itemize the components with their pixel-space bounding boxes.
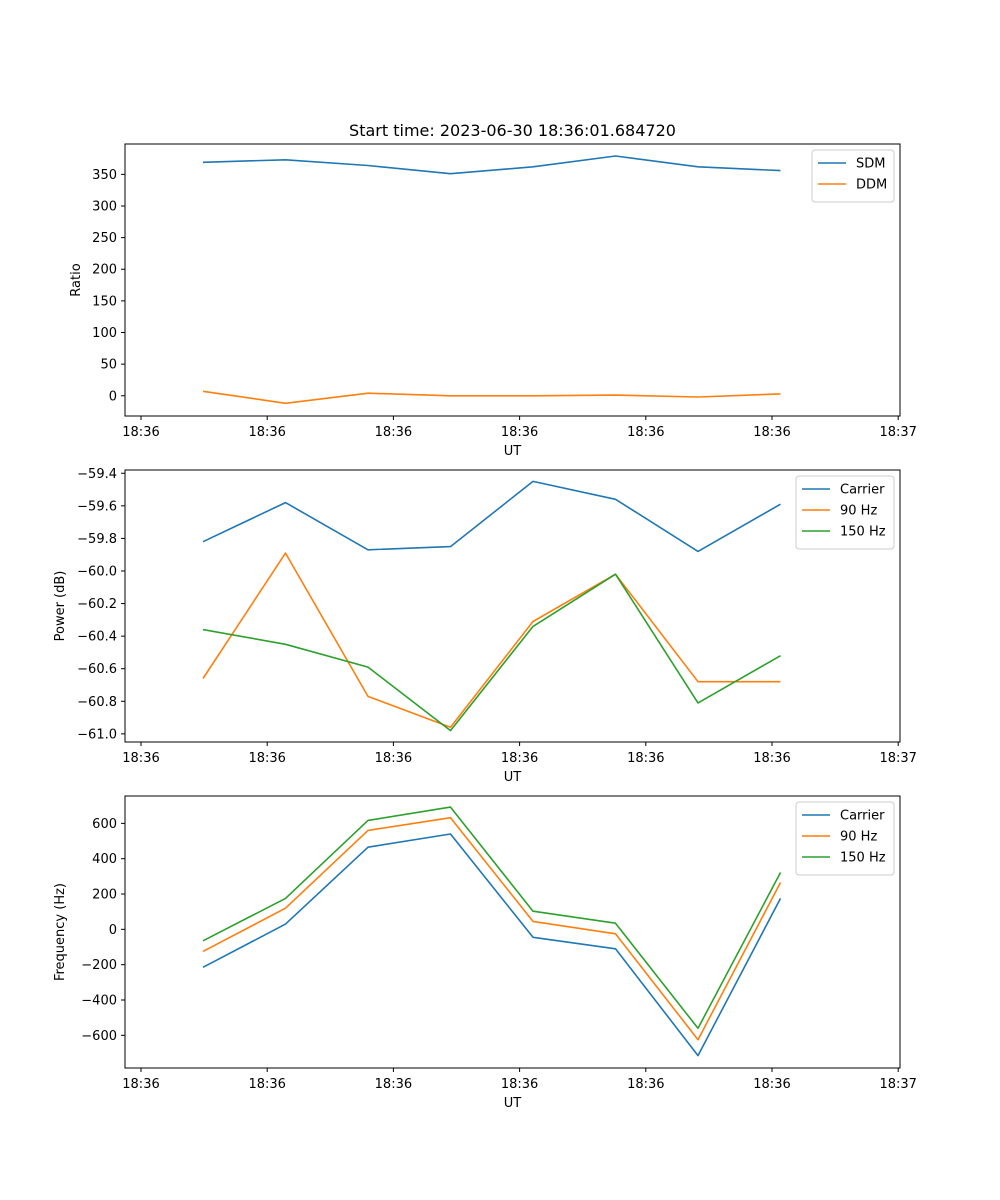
legend-label: 90 Hz xyxy=(840,504,877,519)
legend-label: Carrier xyxy=(840,483,885,498)
axes-frame xyxy=(124,469,901,743)
legend-label: DDM xyxy=(856,178,887,193)
x-tick-label: 18:36 xyxy=(627,1077,664,1092)
x-tick-label: 18:37 xyxy=(879,425,916,440)
x-tick-label: 18:37 xyxy=(879,751,916,766)
power-panel: 18:36 18:36 18:36 18:36 18:36 18:36 18:37 −61.0… xyxy=(53,467,917,785)
y-tick-label: −60.4 xyxy=(77,630,117,645)
frequency-panel: 18:36 18:36 18:36 18:36 18:36 18:36 18:37 −600 −… xyxy=(53,795,917,1111)
y-tick-label: 150 xyxy=(92,294,117,309)
x-tick-label: 18:36 xyxy=(753,1077,790,1092)
series-line-150-hz xyxy=(202,573,781,732)
series-line-90-hz xyxy=(202,552,781,729)
y-tick-label: 0 xyxy=(109,923,117,938)
legend-label: 150 Hz xyxy=(840,851,886,866)
y-tick-label: 350 xyxy=(92,168,117,183)
y-tick-label: 250 xyxy=(92,231,117,246)
y-tick-label: −400 xyxy=(81,994,117,1009)
y-axis-label: Ratio xyxy=(69,263,84,296)
x-tick-label: 18:36 xyxy=(501,1077,538,1092)
y-tick-label: −600 xyxy=(81,1029,117,1044)
y-tick-label: −60.6 xyxy=(77,662,117,677)
y-tick-label: −60.0 xyxy=(77,564,117,579)
legend-label: Carrier xyxy=(840,809,885,824)
y-tick-label: 200 xyxy=(92,888,117,903)
x-tick-label: 18:36 xyxy=(248,1077,285,1092)
chart-title: Start time: 2023-06-30 18:36:01.684720 xyxy=(349,121,676,140)
y-tick-label: 0 xyxy=(109,389,117,404)
series-line-sdm xyxy=(202,155,781,175)
series-line-carrier xyxy=(202,833,782,1057)
series-line-90-hz xyxy=(202,816,782,1041)
x-axis-label: UT xyxy=(504,444,522,459)
y-tick-label: −59.8 xyxy=(77,532,117,547)
y-tick-label: 100 xyxy=(92,326,117,341)
x-tick-label: 18:36 xyxy=(753,751,790,766)
x-tick-label: 18:36 xyxy=(375,751,412,766)
y-tick-label: 400 xyxy=(92,852,117,867)
y-tick-label: 200 xyxy=(92,263,117,278)
ratio-panel: 18:36 18:36 18:36 18:36 18:36 18:36 18:37 0 50 10… xyxy=(69,143,917,459)
y-tick-label: −60.2 xyxy=(77,597,117,612)
y-tick-label: −59.4 xyxy=(77,467,117,482)
series-line-carrier xyxy=(202,480,781,553)
y-tick-label: −61.0 xyxy=(77,727,117,742)
y-tick-label: 600 xyxy=(92,817,117,832)
y-tick-label: 50 xyxy=(100,358,117,373)
y-axis-label: Power (dB) xyxy=(53,571,68,642)
y-axis-label: Frequency (Hz) xyxy=(53,883,68,981)
x-tick-label: 18:37 xyxy=(879,1077,916,1092)
x-tick-label: 18:36 xyxy=(627,425,664,440)
x-tick-label: 18:36 xyxy=(375,425,412,440)
x-tick-label: 18:36 xyxy=(248,751,285,766)
x-axis-label: UT xyxy=(504,770,522,785)
x-tick-label: 18:36 xyxy=(753,425,790,440)
axes-frame xyxy=(124,143,901,417)
x-axis-label: UT xyxy=(504,1096,522,1111)
y-tick-label: −60.8 xyxy=(77,695,117,710)
x-tick-label: 18:36 xyxy=(375,1077,412,1092)
x-tick-label: 18:36 xyxy=(627,751,664,766)
x-tick-label: 18:36 xyxy=(501,425,538,440)
legend-label: 90 Hz xyxy=(840,830,877,845)
legend-label: 150 Hz xyxy=(840,525,886,540)
x-tick-label: 18:36 xyxy=(122,751,159,766)
axes-frame xyxy=(124,795,901,1069)
x-tick-label: 18:36 xyxy=(122,1077,159,1092)
y-tick-label: 300 xyxy=(92,199,117,214)
y-tick-label: −200 xyxy=(81,958,117,973)
legend-label: SDM xyxy=(856,157,885,172)
y-tick-label: −59.6 xyxy=(77,499,117,514)
x-tick-label: 18:36 xyxy=(501,751,538,766)
x-tick-label: 18:36 xyxy=(122,425,159,440)
series-line-ddm xyxy=(202,390,781,405)
x-tick-label: 18:36 xyxy=(248,425,285,440)
series-line-150-hz xyxy=(202,806,782,1030)
